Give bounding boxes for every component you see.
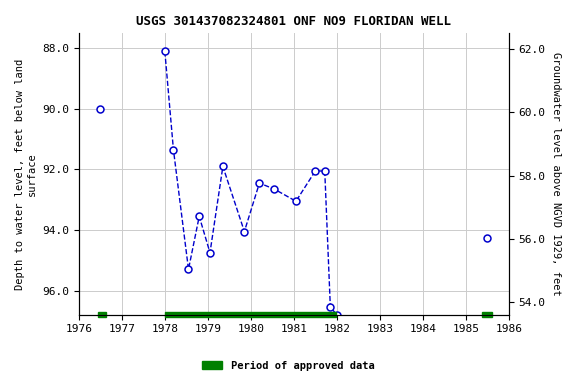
- Y-axis label: Depth to water level, feet below land
surface: Depth to water level, feet below land su…: [15, 58, 37, 290]
- Bar: [482, 312, 492, 318]
- Legend: Period of approved data: Period of approved data: [198, 357, 378, 375]
- Title: USGS 301437082324801 ONF NO9 FLORIDAN WELL: USGS 301437082324801 ONF NO9 FLORIDAN WE…: [137, 15, 452, 28]
- Bar: [98, 312, 105, 318]
- Bar: [165, 312, 336, 318]
- Y-axis label: Groundwater level above NGVD 1929, feet: Groundwater level above NGVD 1929, feet: [551, 52, 561, 296]
